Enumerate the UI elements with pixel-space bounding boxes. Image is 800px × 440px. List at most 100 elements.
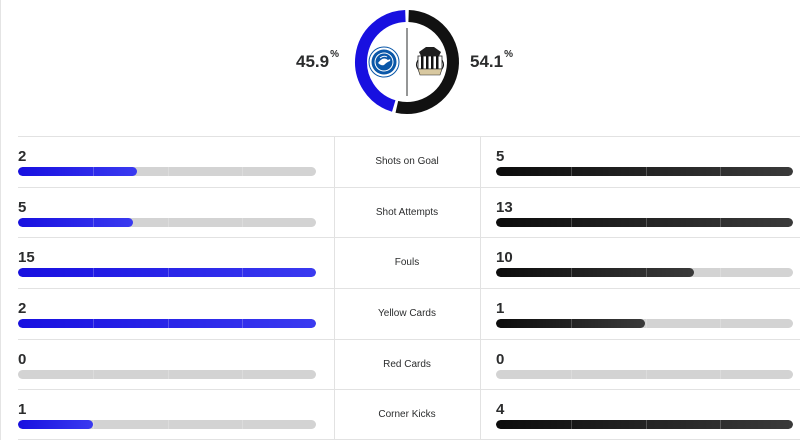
- bar-segment: [168, 319, 169, 329]
- bar-segment: [720, 319, 721, 329]
- possession-donut: [355, 10, 459, 114]
- bar-segment: [720, 167, 721, 176]
- away-value: 13: [496, 198, 513, 216]
- column-divider: [334, 137, 335, 187]
- bar-segment: [571, 217, 572, 227]
- stat-row-fouls: 15 Fouls 10: [18, 237, 800, 289]
- stats-table: 2 Shots on Goal 5 5 Shot Attempts 13 15 Fouls 1 0…: [18, 136, 800, 440]
- away-bar-track: [496, 268, 793, 278]
- away-bar-fill: [496, 217, 793, 227]
- stat-row-red-cards: 0 Red Cards 0: [18, 338, 800, 390]
- brighton-crest-icon: [368, 46, 400, 78]
- home-bar-track: [18, 369, 316, 379]
- column-divider: [480, 390, 481, 440]
- bar-segment: [242, 217, 243, 227]
- bar-segment: [571, 167, 572, 176]
- home-bar-track: [18, 217, 316, 227]
- home-value: 0: [18, 350, 27, 368]
- home-possession: 45.9%: [296, 49, 339, 72]
- bar-segment: [93, 369, 94, 379]
- bar-segment: [720, 420, 721, 430]
- column-divider: [334, 390, 335, 440]
- newcastle-crest-icon: [416, 47, 444, 76]
- away-bar-fill: [496, 167, 793, 176]
- bar-segment: [93, 319, 94, 329]
- stat-label: Shot Attempts: [375, 206, 439, 218]
- stat-row-shot-attempts: 5 Shot Attempts 13: [18, 186, 800, 238]
- bar-segment: [168, 369, 169, 379]
- bar-segment: [571, 420, 572, 430]
- bar-segment: [168, 268, 169, 278]
- bar-segment: [93, 420, 94, 430]
- home-bar-track: [18, 420, 316, 430]
- home-bar-fill: [18, 319, 316, 329]
- away-bar-fill: [496, 420, 793, 430]
- stat-label: Yellow Cards: [378, 308, 436, 320]
- home-possession-value: 45.9: [296, 52, 330, 71]
- bar-segment: [242, 319, 243, 329]
- column-divider: [480, 339, 481, 390]
- stat-row-yellow-cards: 2 Yellow Cards 1: [18, 288, 800, 339]
- column-divider: [334, 289, 335, 339]
- column-divider: [480, 238, 481, 289]
- left-border: [0, 0, 1, 440]
- home-possession-unit: %: [330, 49, 339, 60]
- bar-segment: [93, 268, 94, 278]
- bar-segment: [93, 167, 94, 176]
- stat-label: Shots on Goal: [375, 156, 439, 167]
- bar-segment: [720, 369, 721, 379]
- bar-segment: [720, 268, 721, 278]
- away-value: 1: [496, 300, 505, 318]
- bar-segment: [168, 167, 169, 176]
- away-bar-track: [496, 167, 793, 176]
- away-bar-track: [496, 369, 793, 379]
- home-bar-fill: [18, 217, 133, 227]
- stat-label: Fouls: [394, 257, 420, 269]
- column-divider: [480, 187, 481, 238]
- home-value: 15: [18, 249, 35, 267]
- away-possession: 54.1%: [470, 49, 513, 72]
- bar-segment: [242, 167, 243, 176]
- home-bar-track: [18, 319, 316, 329]
- bar-segment: [242, 268, 243, 278]
- away-value: 4: [496, 401, 505, 419]
- column-divider: [334, 238, 335, 289]
- away-bar-track: [496, 217, 793, 227]
- bar-segment: [646, 319, 647, 329]
- away-bar-track: [496, 319, 793, 329]
- bar-segment: [571, 268, 572, 278]
- bar-segment: [720, 217, 721, 227]
- column-divider: [334, 339, 335, 390]
- column-divider: [480, 137, 481, 187]
- away-bar-fill: [496, 268, 695, 278]
- bar-segment: [646, 268, 647, 278]
- away-possession-unit: %: [504, 49, 513, 60]
- bar-segment: [168, 217, 169, 227]
- bar-segment: [646, 420, 647, 430]
- column-divider: [334, 187, 335, 238]
- away-value: 5: [496, 148, 505, 165]
- away-possession-arc: [395, 10, 459, 114]
- stat-row-shots-on-goal: 2 Shots on Goal 5: [18, 136, 800, 187]
- stat-label: Corner Kicks: [378, 409, 436, 421]
- column-divider: [480, 289, 481, 339]
- bar-segment: [93, 217, 94, 227]
- home-value: 5: [18, 198, 27, 216]
- bar-segment: [168, 420, 169, 430]
- home-value: 1: [18, 401, 27, 419]
- home-bar-track: [18, 167, 316, 176]
- home-bar-track: [18, 268, 316, 278]
- away-possession-value: 54.1: [470, 52, 504, 71]
- home-value: 2: [18, 148, 27, 165]
- home-bar-fill: [18, 268, 316, 278]
- bar-segment: [571, 319, 572, 329]
- bar-segment: [646, 217, 647, 227]
- possession-panel: 45.9% 54.1%: [0, 0, 800, 130]
- stat-row-corner-kicks: 1 Corner Kicks 4: [18, 389, 800, 440]
- bar-segment: [571, 369, 572, 379]
- home-value: 2: [18, 300, 27, 318]
- home-possession-arc: [355, 10, 406, 112]
- bar-segment: [242, 369, 243, 379]
- bar-segment: [646, 369, 647, 379]
- away-bar-fill: [496, 319, 645, 329]
